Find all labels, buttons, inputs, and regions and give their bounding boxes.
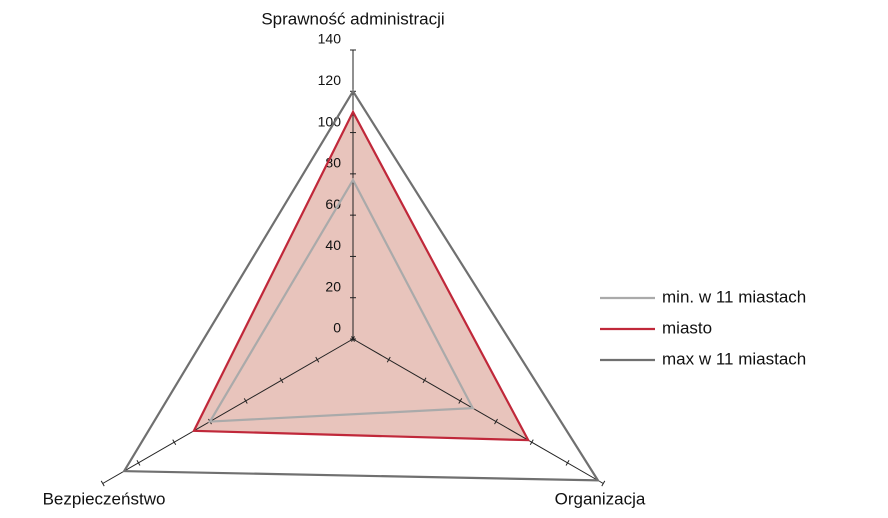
category-label: Organizacja bbox=[555, 489, 646, 508]
tick-mark bbox=[136, 460, 141, 466]
tick-mark bbox=[565, 460, 570, 466]
legend-label: min. w 11 miastach bbox=[662, 287, 806, 306]
axis-line bbox=[102, 338, 354, 484]
legend-label: miasto bbox=[662, 318, 712, 337]
tick-label: 40 bbox=[325, 237, 341, 253]
series-line bbox=[192, 109, 531, 442]
tick-label: 20 bbox=[325, 278, 341, 294]
tick-label: 0 bbox=[333, 320, 341, 336]
tick-label: 100 bbox=[318, 113, 342, 129]
tick-mark bbox=[315, 356, 320, 363]
tick-label: 120 bbox=[318, 72, 342, 88]
category-label: Sprawność administracji bbox=[261, 9, 444, 28]
tick-mark bbox=[243, 398, 248, 404]
category-label: Bezpieczeństwo bbox=[43, 489, 166, 508]
tick-mark bbox=[100, 480, 105, 487]
legend-label: max w 11 miastach bbox=[662, 349, 806, 368]
series-area bbox=[193, 111, 529, 441]
tick-mark bbox=[386, 356, 391, 363]
tick-mark bbox=[458, 398, 463, 404]
tick-label: 140 bbox=[318, 31, 342, 47]
tick-mark bbox=[601, 480, 606, 487]
tick-mark bbox=[351, 336, 355, 342]
tick-mark bbox=[172, 439, 177, 446]
tick-mark bbox=[494, 418, 498, 425]
axis-line bbox=[352, 338, 604, 484]
series-line bbox=[122, 89, 600, 482]
tick-mark bbox=[422, 377, 427, 384]
series-line bbox=[207, 177, 475, 423]
tick-mark bbox=[279, 377, 284, 384]
tick-mark bbox=[529, 439, 534, 446]
